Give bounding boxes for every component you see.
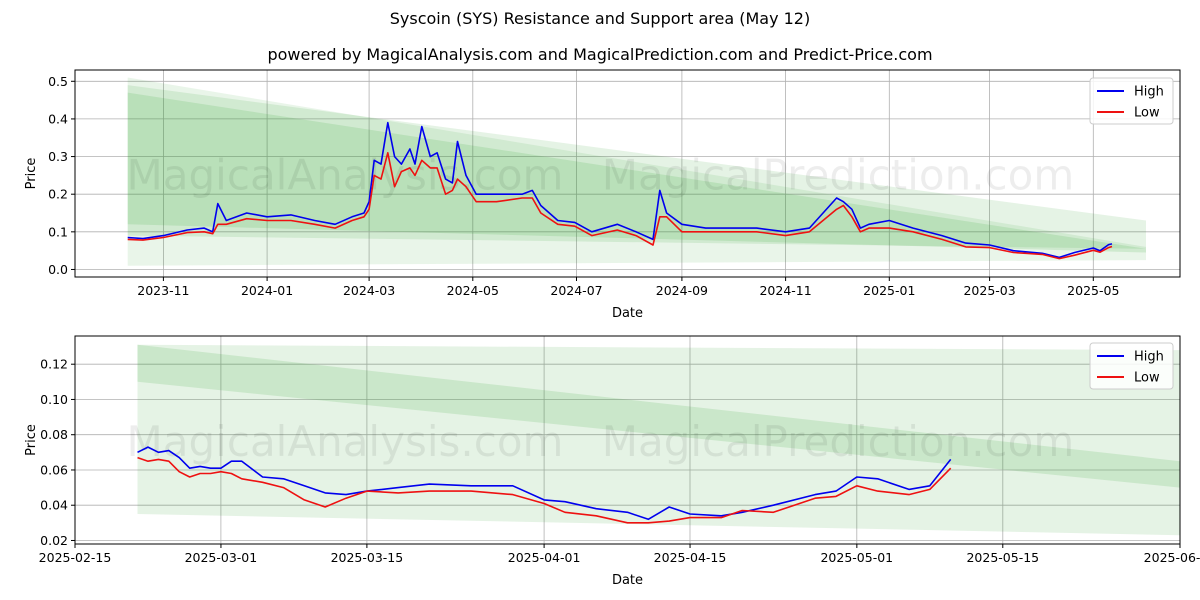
y-tick-label: 0.04 bbox=[40, 498, 68, 513]
watermark-text: MagicalAnalysis.com bbox=[127, 151, 564, 200]
y-tick-label: 0.2 bbox=[48, 187, 68, 202]
x-tick-label: 2025-03-15 bbox=[331, 550, 404, 565]
series-line-high bbox=[127, 121, 1113, 259]
y-tick-label: 0.02 bbox=[40, 533, 68, 548]
x-tick-label: 2025-05 bbox=[1067, 283, 1119, 298]
x-tick-label: 2024-11 bbox=[759, 283, 811, 298]
y-axis-label: Price bbox=[24, 424, 39, 456]
y-tick-label: 0.1 bbox=[48, 224, 68, 239]
y-tick-label: 0.10 bbox=[40, 392, 68, 407]
legend-label-low: Low bbox=[1134, 371, 1160, 386]
y-tick-label: 0.08 bbox=[40, 427, 68, 442]
x-tick-label: 2025-06-01 bbox=[1144, 550, 1200, 565]
x-tick-label: 2024-01 bbox=[241, 283, 293, 298]
chart-subtitle: powered by MagicalAnalysis.com and Magic… bbox=[267, 45, 933, 64]
chart-panel-2: MagicalAnalysis.com MagicalPrediction.com… bbox=[24, 335, 1200, 588]
y-tick-label: 0.5 bbox=[48, 74, 68, 89]
chart-title: Syscoin (SYS) Resistance and Support are… bbox=[389, 9, 811, 28]
series-line-low bbox=[137, 456, 952, 524]
x-tick-label: 2023-11 bbox=[137, 283, 189, 298]
support-resistance-band bbox=[127, 92, 1146, 253]
x-tick-label: 2025-05-01 bbox=[820, 550, 893, 565]
x-tick-label: 2025-04-01 bbox=[508, 550, 581, 565]
x-axis-label: Date bbox=[612, 573, 643, 588]
legend-label-high: High bbox=[1134, 350, 1164, 365]
x-tick-label: 2025-03-01 bbox=[185, 550, 258, 565]
plot-frame bbox=[74, 335, 1181, 545]
x-tick-label: 2024-09 bbox=[656, 283, 708, 298]
y-tick-label: 0.12 bbox=[40, 357, 68, 372]
x-tick-label: 2025-05-15 bbox=[966, 550, 1039, 565]
y-tick-label: 0.0 bbox=[48, 262, 68, 277]
legend-label-low: Low bbox=[1134, 106, 1160, 121]
watermark-text: MagicalPrediction.com bbox=[602, 151, 1075, 200]
legend: High Low bbox=[1089, 77, 1174, 125]
x-tick-label: 2024-03 bbox=[343, 283, 395, 298]
legend-label-high: High bbox=[1134, 85, 1164, 100]
chart-panel-1: MagicalAnalysis.com MagicalPrediction.com… bbox=[24, 69, 1181, 321]
watermark-text: MagicalPrediction.com bbox=[602, 417, 1075, 466]
support-resistance-band bbox=[137, 344, 1180, 488]
support-resistance-band bbox=[127, 85, 1146, 249]
x-tick-label: 2024-07 bbox=[550, 283, 602, 298]
x-tick-label: 2025-03 bbox=[963, 283, 1015, 298]
y-axis-label: Price bbox=[24, 158, 39, 190]
series-line-high bbox=[137, 446, 952, 521]
x-axis-label: Date bbox=[612, 306, 643, 321]
x-tick-label: 2025-02-15 bbox=[39, 550, 112, 565]
x-tick-label: 2024-05 bbox=[447, 283, 499, 298]
plot-frame bbox=[74, 69, 1181, 278]
series-line-low bbox=[127, 152, 1113, 260]
y-tick-label: 0.3 bbox=[48, 149, 68, 164]
support-resistance-band bbox=[127, 77, 1146, 266]
x-tick-label: 2025-04-15 bbox=[654, 550, 727, 565]
x-tick-label: 2025-01 bbox=[863, 283, 915, 298]
legend: High Low bbox=[1089, 342, 1174, 390]
watermark-text: MagicalAnalysis.com bbox=[127, 417, 564, 466]
y-tick-label: 0.06 bbox=[40, 463, 68, 478]
y-tick-label: 0.4 bbox=[48, 111, 68, 126]
